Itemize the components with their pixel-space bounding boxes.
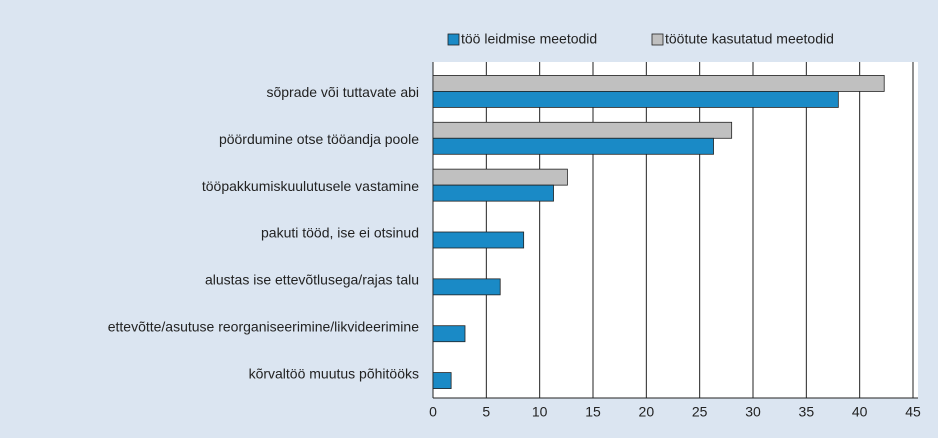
bar bbox=[432, 184, 554, 202]
y-tick-label: ettevõtte/asutuse reorganiseerimine/likv… bbox=[108, 318, 419, 334]
bar bbox=[432, 278, 501, 296]
x-tick-label: 20 bbox=[639, 404, 655, 420]
x-tick-label: 35 bbox=[799, 404, 815, 420]
y-tick-label: alustas ise ettevõtlusega/rajas talu bbox=[205, 272, 419, 288]
y-tick-label: pöördumine otse tööandja poole bbox=[219, 131, 419, 147]
bar bbox=[432, 121, 733, 139]
bar bbox=[432, 91, 839, 108]
bar bbox=[432, 325, 466, 343]
plot-area bbox=[433, 62, 918, 398]
bar bbox=[432, 231, 525, 249]
x-tick-label: 10 bbox=[532, 404, 548, 420]
legend-swatch bbox=[651, 33, 664, 46]
x-tick-label: 40 bbox=[852, 404, 868, 420]
x-tick-label: 30 bbox=[745, 404, 761, 420]
legend-swatch bbox=[447, 33, 460, 46]
y-tick-label: kõrvaltöö muutus põhitööks bbox=[249, 365, 419, 381]
x-tick-label: 0 bbox=[429, 404, 437, 420]
x-tick-label: 5 bbox=[482, 404, 490, 420]
legend-label: töö leidmise meetodid bbox=[461, 31, 597, 47]
y-tick-label: pakuti tööd, ise ei otsinud bbox=[261, 225, 419, 241]
legend-label: töötute kasutatud meetodid bbox=[665, 31, 834, 47]
bar bbox=[432, 75, 885, 92]
bar bbox=[432, 137, 714, 155]
x-tick-label: 45 bbox=[905, 404, 921, 420]
x-tick-label: 25 bbox=[692, 404, 708, 420]
y-tick-label: sõprade või tuttavate abi bbox=[266, 84, 419, 100]
y-tick-label: tööpakkumiskuulutusele vastamine bbox=[202, 178, 419, 194]
bar bbox=[432, 372, 452, 389]
bar bbox=[432, 168, 568, 186]
x-tick-label: 15 bbox=[585, 404, 601, 420]
